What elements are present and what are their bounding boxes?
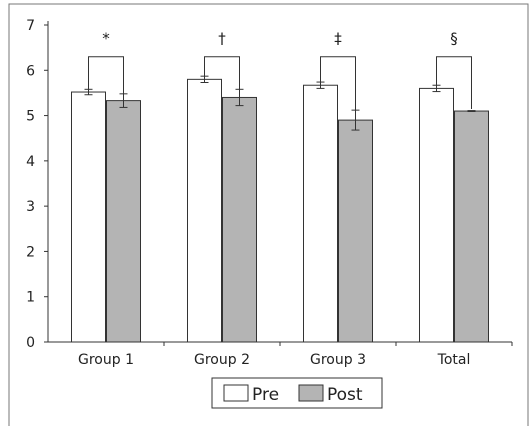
significance-marker: § bbox=[450, 30, 458, 48]
x-tick-label: Group 2 bbox=[194, 352, 250, 368]
bar-post bbox=[338, 119, 373, 343]
x-tick-label: Total bbox=[437, 352, 471, 368]
bar-post bbox=[106, 100, 141, 343]
y-tick-label: 5 bbox=[26, 109, 35, 125]
significance-marker: † bbox=[218, 30, 226, 48]
significance-bracket bbox=[320, 56, 356, 119]
annotation-layer: * † ‡ § bbox=[88, 30, 472, 119]
legend: Pre Post bbox=[211, 377, 383, 409]
legend-label-post: Post bbox=[327, 385, 363, 405]
significance-bracket bbox=[204, 56, 240, 96]
bar-pre bbox=[419, 87, 454, 343]
significance-marker: ‡ bbox=[334, 30, 342, 48]
y-tick-label: 4 bbox=[26, 154, 35, 170]
frame-layer bbox=[8, 3, 529, 426]
y-tick-label: 6 bbox=[26, 63, 35, 79]
bar-post bbox=[222, 96, 257, 343]
y-tick-label: 1 bbox=[26, 290, 35, 306]
y-tick-label: 0 bbox=[26, 335, 35, 351]
y-tick-label: 2 bbox=[26, 244, 35, 260]
significance-bracket bbox=[436, 56, 472, 110]
y-tick-label: 7 bbox=[26, 18, 35, 34]
bar-pre bbox=[187, 78, 222, 343]
bar-pre bbox=[71, 91, 106, 343]
legend-label-pre: Pre bbox=[252, 385, 279, 405]
x-tick-label: Group 1 bbox=[78, 352, 134, 368]
legend-swatch-post bbox=[298, 384, 324, 402]
significance-bracket bbox=[88, 56, 124, 99]
bar-post bbox=[454, 110, 489, 343]
significance-marker: * bbox=[102, 30, 110, 48]
figure-border bbox=[8, 3, 529, 426]
x-tick-label: Group 3 bbox=[310, 352, 366, 368]
bar-pre bbox=[303, 84, 338, 343]
legend-swatch-pre bbox=[223, 384, 249, 402]
bar-layer bbox=[71, 75, 489, 343]
y-tick-label: 3 bbox=[26, 199, 35, 215]
